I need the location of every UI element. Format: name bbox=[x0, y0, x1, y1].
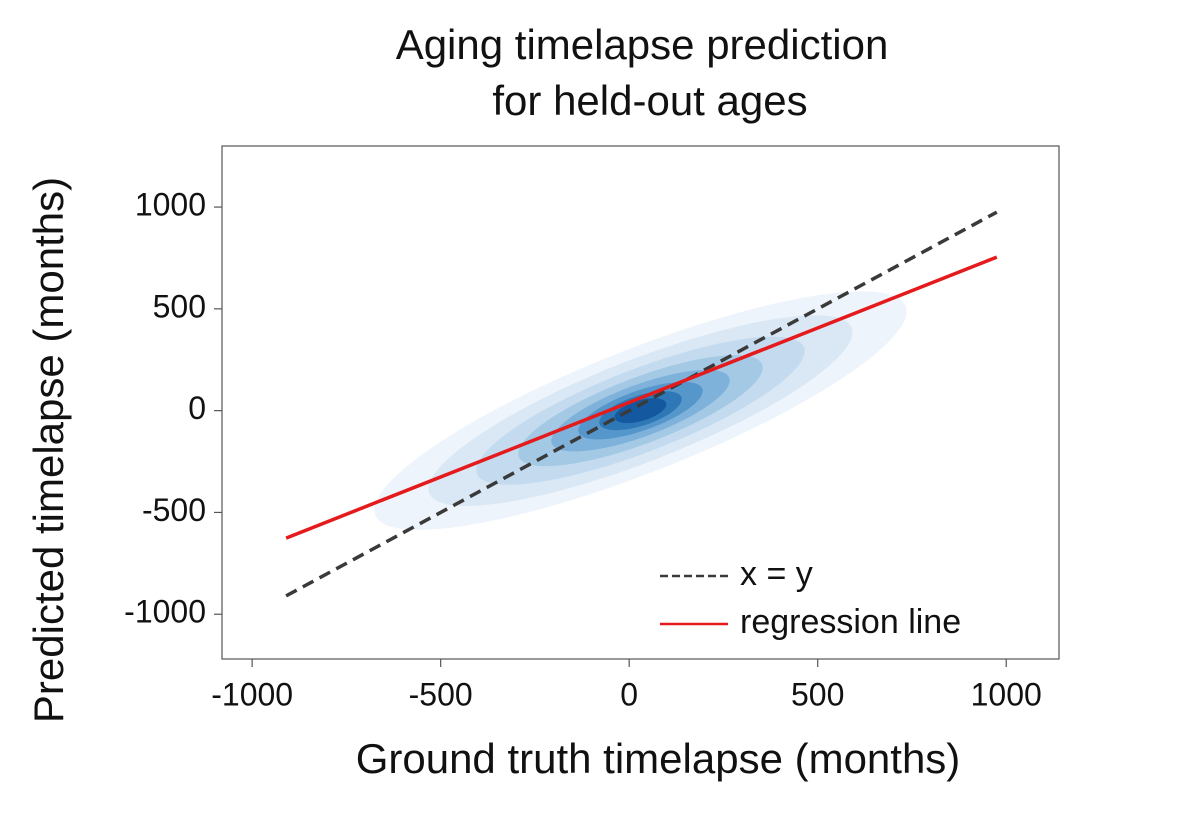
y-tick-label: -500 bbox=[142, 492, 206, 528]
y-tick-label: 0 bbox=[188, 390, 206, 426]
x-tick-label: -1000 bbox=[211, 676, 293, 712]
y-tick-label: 1000 bbox=[135, 187, 206, 223]
series-line bbox=[285, 210, 998, 598]
plot-area bbox=[285, 210, 998, 598]
x-tick-label: -500 bbox=[409, 676, 473, 712]
y-axis-label: Predicted timelapse (months) bbox=[25, 177, 72, 723]
series-line bbox=[285, 255, 998, 540]
x-tick-label: 1000 bbox=[971, 676, 1042, 712]
chart-title: Aging timelapse prediction bbox=[396, 21, 889, 68]
legend-label: x = y bbox=[740, 555, 813, 593]
chart-title: for held-out ages bbox=[492, 77, 807, 124]
legend-label: regression line bbox=[740, 603, 961, 641]
x-tick-label: 0 bbox=[620, 676, 638, 712]
x-tick-label: 500 bbox=[791, 676, 844, 712]
x-axis-label: Ground truth timelapse (months) bbox=[356, 735, 961, 782]
y-tick-label: 500 bbox=[153, 288, 206, 324]
y-tick-label: -1000 bbox=[124, 594, 206, 630]
density-contour bbox=[614, 398, 667, 424]
plot-frame bbox=[221, 145, 1060, 660]
